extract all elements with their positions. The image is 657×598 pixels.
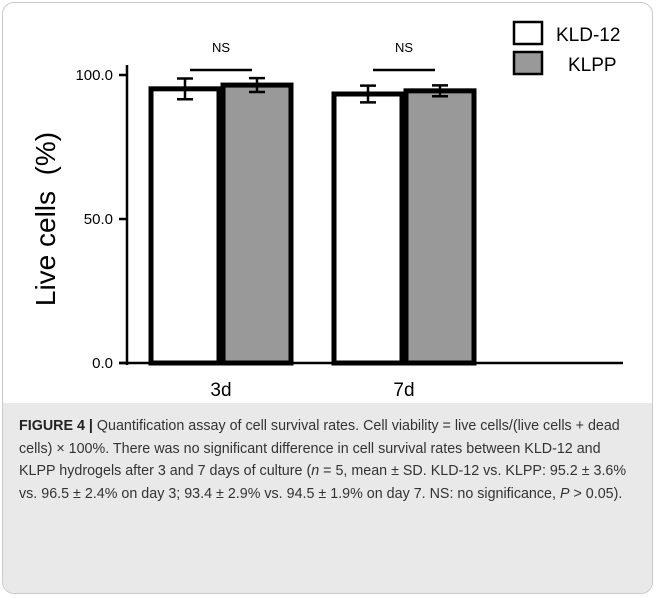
- bar-klpp-3d: [220, 82, 294, 366]
- x-tick-label-7d: 7d: [393, 380, 414, 401]
- significance-label-7d: NS: [395, 40, 413, 55]
- bar-kld-12-7d: [331, 91, 405, 366]
- significance-label-3d: NS: [212, 40, 230, 55]
- p-symbol: P: [559, 485, 570, 502]
- caption-area: FIGURE 4 | Quantification assay of cell …: [3, 403, 652, 593]
- caption-text-2: = 5, mean ± SD. KLD-12 vs. KLPP: 95.2 ± …: [19, 463, 627, 502]
- legend-swatch-kld-12: [512, 20, 544, 46]
- legend-swatch-klpp: [512, 50, 544, 76]
- figure-label: FIGURE 4 |: [19, 418, 93, 434]
- legend-label-kld-12: KLD-12: [556, 25, 620, 46]
- x-tick-label-3d: 3d: [210, 380, 231, 401]
- bar-chart: 3d NS 7d NS 0.0 50.0 100.0 Live cells (%) KLD-12…: [30, 20, 623, 401]
- figure-caption: FIGURE 4 | Quantification assay of cell …: [19, 415, 639, 505]
- y-tick-label-100: 100.0: [75, 67, 113, 84]
- y-tick-label-50: 50.0: [84, 211, 113, 228]
- y-axis-label: Live cells (%): [30, 132, 61, 306]
- caption-text-3: > 0.05).: [569, 485, 623, 502]
- legend-label-klpp: KLPP: [568, 55, 617, 76]
- y-tick-label-0: 0.0: [92, 355, 113, 372]
- n-symbol: n: [311, 463, 320, 480]
- caption-text-1: Quantification assay of cell survival ra…: [19, 418, 620, 480]
- bar-kld-12-3d: [148, 86, 222, 366]
- bar-klpp-7d: [403, 88, 477, 366]
